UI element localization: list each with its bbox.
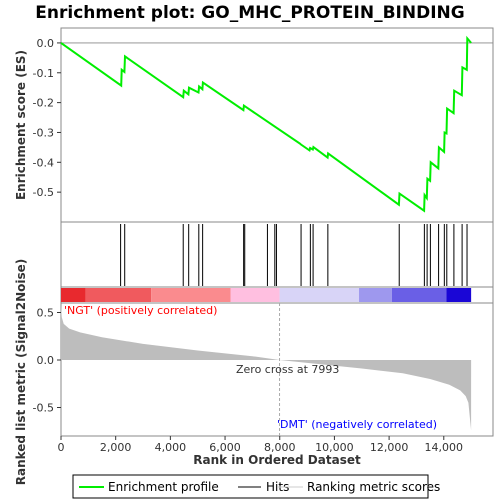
color-bar-segment bbox=[151, 288, 231, 302]
ranked-x-tick-label: 8,000 bbox=[264, 441, 296, 454]
color-bar-segment bbox=[61, 288, 86, 302]
ranked-x-tick-label: 14,000 bbox=[425, 441, 464, 454]
ranked-x-axis: 0 2,000 4,000 6,000 8,000 10,000 12,000 14,000 bbox=[58, 436, 464, 454]
ranked-x-tick-label: 6,000 bbox=[209, 441, 241, 454]
ranking-metric-area bbox=[61, 304, 472, 431]
chart-title: Enrichment plot: GO_MHC_PROTEIN_BINDING bbox=[35, 3, 464, 23]
ranked-y-tick-label: -0.5 bbox=[33, 402, 54, 415]
color-bar-segment bbox=[446, 288, 472, 302]
ranked-x-tick-label: 2,000 bbox=[100, 441, 132, 454]
es-y-tick-label: -0.4 bbox=[33, 156, 54, 169]
es-y-tick-label: 0.0 bbox=[37, 37, 55, 50]
es-y-tick-label: -0.3 bbox=[33, 126, 54, 139]
ranked-y-axis: 0.5 0.0 -0.5 bbox=[33, 307, 61, 415]
color-bar-segment bbox=[391, 288, 447, 302]
ranked-y-tick-label: 0.5 bbox=[37, 307, 55, 320]
color-bar-segment bbox=[85, 288, 152, 302]
ranked-x-tick-label: 12,000 bbox=[370, 441, 409, 454]
ranked-y-tick-label: 0.0 bbox=[37, 354, 55, 367]
legend-ranking-label: Ranking metric scores bbox=[307, 480, 440, 494]
ranked-x-axis-label: Rank in Ordered Dataset bbox=[193, 453, 361, 467]
ranked-y-axis-label: Ranked list metric (Signal2Noise) bbox=[14, 259, 28, 486]
color-bar bbox=[61, 288, 472, 302]
es-y-axis: 0.0 -0.1 -0.2 -0.3 -0.4 -0.5 bbox=[33, 37, 61, 199]
legend: Enrichment profile Hits Ranking metric s… bbox=[72, 474, 440, 499]
negative-correlation-label: 'DMT' (negatively correlated) bbox=[277, 418, 437, 431]
zero-cross-label: Zero cross at 7993 bbox=[236, 363, 339, 376]
es-panel-frame bbox=[60, 27, 494, 223]
enrichment-profile-line bbox=[60, 35, 472, 213]
es-y-axis-label: Enrichment score (ES) bbox=[14, 50, 28, 200]
es-y-tick-label: -0.1 bbox=[33, 67, 54, 80]
color-bar-segment bbox=[230, 288, 280, 302]
color-bar-segment bbox=[359, 288, 392, 302]
ranked-x-tick-label: 0 bbox=[58, 441, 65, 454]
hits-panel-frame bbox=[60, 221, 494, 288]
ranked-x-tick-label: 10,000 bbox=[315, 441, 354, 454]
legend-hits-label: Hits bbox=[266, 480, 289, 494]
color-bar-segment bbox=[279, 288, 360, 302]
legend-enrichment-label: Enrichment profile bbox=[108, 480, 219, 494]
es-y-tick-label: -0.5 bbox=[33, 186, 54, 199]
hits-group bbox=[120, 224, 468, 286]
ranked-x-tick-label: 4,000 bbox=[155, 441, 187, 454]
es-y-tick-label: -0.2 bbox=[33, 97, 54, 110]
positive-correlation-label: 'NGT' (positively correlated) bbox=[64, 304, 217, 317]
